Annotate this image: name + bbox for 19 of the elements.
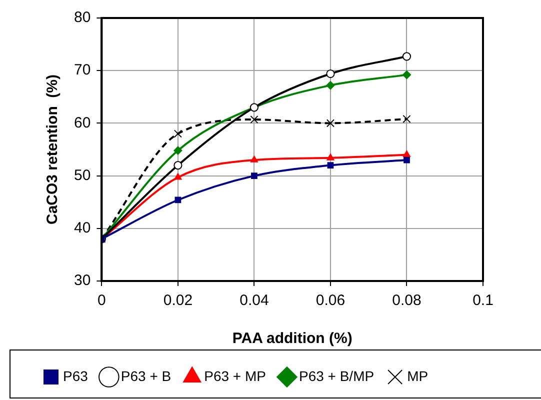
x-tick-label: 0.04: [240, 292, 269, 310]
y-tick-label: 30: [74, 272, 91, 290]
legend-label: P63: [63, 368, 88, 384]
legend-label: P63 + MP: [204, 368, 266, 384]
y-tick-label: 80: [74, 9, 91, 26]
legend-label: MP: [407, 368, 428, 384]
x-axis-title: PAA addition (%): [232, 330, 352, 348]
x-tick-label: 0.08: [392, 292, 422, 310]
x-tick-label: 0.02: [163, 292, 193, 310]
x-tick-label: 0.1: [472, 292, 494, 310]
x-tick-label: 0: [98, 292, 106, 310]
x-tick-label: 0.06: [316, 292, 346, 310]
y-tick-label: 40: [74, 220, 91, 237]
y-axis-title: CaCO3 retention (%): [44, 74, 62, 225]
legend-label: P63 + B/MP: [298, 368, 374, 384]
legend-label: P63 + B: [120, 368, 172, 384]
y-tick-label: 50: [74, 166, 91, 184]
y-tick-label: 70: [74, 62, 91, 79]
y-tick-label: 60: [74, 114, 91, 132]
